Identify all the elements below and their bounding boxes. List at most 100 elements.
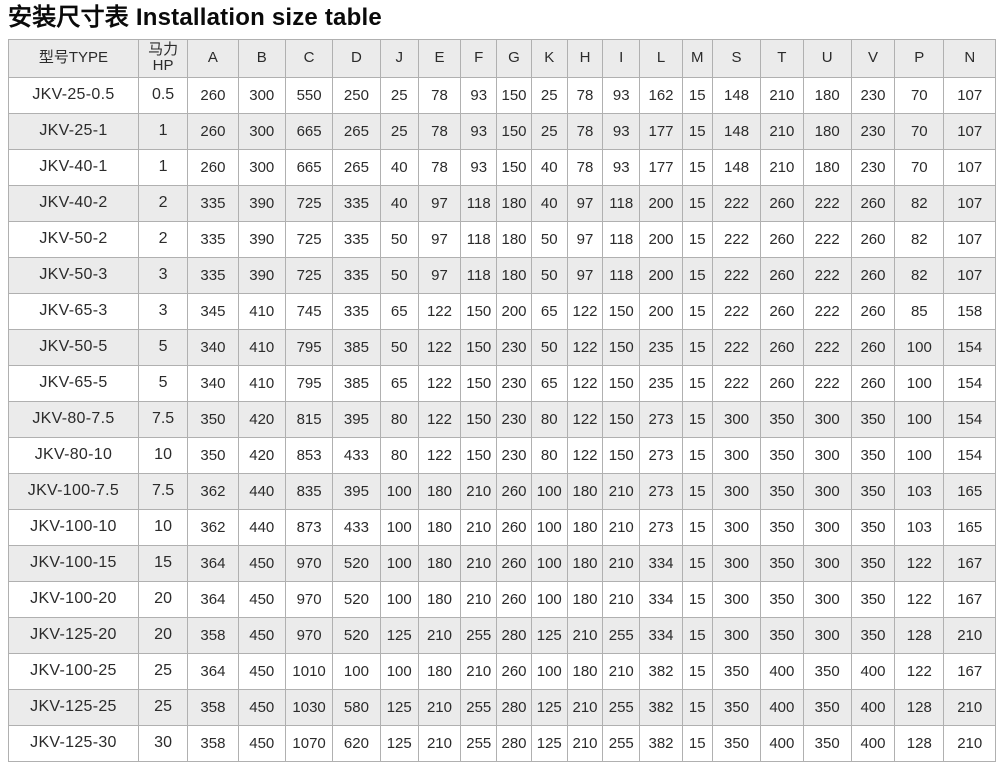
cell-type: JKV-25-1	[8, 112, 139, 150]
cell-type: JKV-100-25	[8, 652, 139, 690]
cell-hp: 10	[137, 508, 189, 546]
cell-type: JKV-65-3	[8, 292, 139, 330]
cell-U: 300	[802, 616, 852, 654]
cell-hp: 20	[137, 580, 189, 618]
cell-V: 350	[850, 472, 896, 510]
cell-V: 230	[850, 76, 896, 114]
cell-C: 725	[284, 220, 334, 258]
cell-B: 420	[237, 436, 286, 474]
cell-S: 300	[711, 544, 762, 582]
cell-P: 70	[894, 76, 945, 114]
cell-H: 122	[566, 400, 604, 438]
cell-L: 382	[639, 652, 683, 690]
cell-J: 100	[379, 652, 419, 690]
cell-type: JKV-65-5	[8, 364, 139, 402]
cell-B: 410	[237, 292, 286, 330]
cell-J: 65	[379, 292, 419, 330]
table-row: JKV-80-7.5 7.5 350 420 815 395 80 122 150 230 80 12…	[8, 400, 996, 438]
cell-U: 300	[802, 400, 852, 438]
column-header-E: E	[417, 38, 462, 78]
column-header-label: K	[544, 49, 555, 67]
cell-S: 300	[711, 616, 762, 654]
cell-E: 210	[417, 724, 462, 762]
cell-E: 122	[417, 364, 462, 402]
cell-I: 150	[602, 400, 641, 438]
cell-M: 15	[681, 328, 713, 366]
cell-P: 70	[894, 112, 945, 150]
cell-P: 122	[894, 544, 945, 582]
cell-U: 222	[802, 328, 852, 366]
cell-E: 180	[417, 544, 462, 582]
cell-P: 128	[894, 688, 945, 726]
cell-L: 235	[639, 328, 683, 366]
cell-N: 154	[943, 400, 996, 438]
cell-V: 260	[850, 256, 896, 294]
cell-M: 15	[681, 688, 713, 726]
cell-H: 97	[566, 220, 604, 258]
cell-K: 100	[530, 652, 568, 690]
cell-E: 122	[417, 292, 462, 330]
cell-V: 400	[850, 652, 896, 690]
cell-L: 235	[639, 364, 683, 402]
cell-A: 340	[187, 328, 239, 366]
cell-I: 255	[602, 616, 641, 654]
cell-S: 222	[711, 220, 762, 258]
cell-H: 210	[566, 724, 604, 762]
table-row: JKV-100-10 10 362 440 873 433 100 180 210 260 100 1…	[8, 508, 996, 546]
cell-L: 273	[639, 472, 683, 510]
cell-L: 200	[639, 184, 683, 222]
cell-type: JKV-125-30	[8, 724, 139, 762]
cell-K: 50	[530, 220, 568, 258]
cell-D: 335	[332, 220, 381, 258]
cell-B: 410	[237, 328, 286, 366]
cell-T: 210	[760, 112, 804, 150]
cell-C: 550	[284, 76, 334, 114]
cell-E: 180	[417, 652, 462, 690]
cell-D: 335	[332, 292, 381, 330]
cell-H: 122	[566, 328, 604, 366]
cell-L: 334	[639, 580, 683, 618]
cell-I: 118	[602, 256, 641, 294]
cell-hp: 10	[137, 436, 189, 474]
cell-C: 1030	[284, 688, 334, 726]
cell-U: 300	[802, 436, 852, 474]
column-header-label: I	[619, 49, 624, 67]
cell-B: 390	[237, 220, 286, 258]
cell-H: 210	[566, 616, 604, 654]
table-row: JKV-65-3 3 345 410 745 335 65 122 150 200 65 122 150…	[8, 292, 996, 330]
column-header-label: B	[256, 49, 267, 67]
column-header-C: C	[284, 38, 334, 78]
cell-D: 580	[332, 688, 381, 726]
cell-T: 400	[760, 724, 804, 762]
cell-type: JKV-25-0.5	[8, 76, 139, 114]
cell-J: 25	[379, 112, 419, 150]
cell-I: 150	[602, 364, 641, 402]
cell-I: 210	[602, 508, 641, 546]
cell-N: 154	[943, 328, 996, 366]
cell-A: 335	[187, 184, 239, 222]
cell-B: 440	[237, 508, 286, 546]
cell-V: 260	[850, 220, 896, 258]
cell-H: 78	[566, 112, 604, 150]
cell-G: 200	[496, 292, 532, 330]
column-header-label: G	[508, 49, 520, 67]
cell-A: 350	[187, 400, 239, 438]
cell-hp: 3	[137, 292, 189, 330]
cell-I: 150	[602, 436, 641, 474]
cell-T: 400	[760, 688, 804, 726]
column-header-label: 型号TYPE	[38, 49, 109, 67]
cell-H: 180	[566, 580, 604, 618]
cell-T: 400	[760, 652, 804, 690]
cell-D: 520	[332, 616, 381, 654]
cell-type: JKV-100-20	[8, 580, 139, 618]
column-header-A: A	[187, 38, 239, 78]
cell-hp: 1	[137, 148, 189, 186]
column-header-label: T	[777, 49, 787, 67]
cell-hp: 20	[137, 616, 189, 654]
cell-I: 150	[602, 328, 641, 366]
column-header-label: E	[434, 49, 445, 67]
cell-H: 122	[566, 436, 604, 474]
cell-B: 450	[237, 652, 286, 690]
cell-V: 350	[850, 400, 896, 438]
